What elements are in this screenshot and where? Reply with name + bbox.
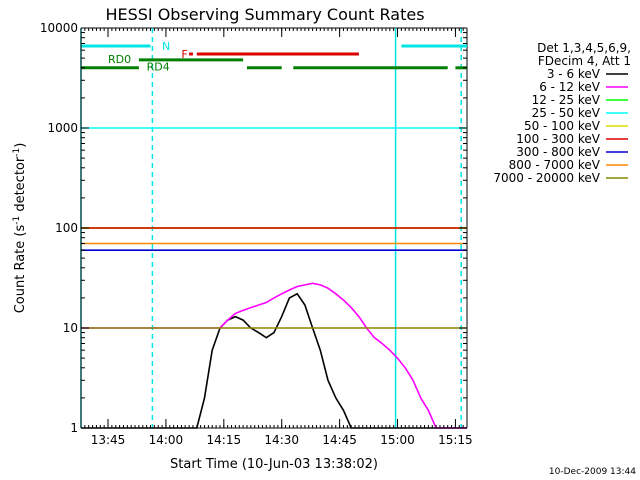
x-tick-label: 15:00 bbox=[380, 433, 415, 447]
flag-annotation-label: RD0 bbox=[108, 53, 131, 66]
series-line bbox=[81, 282, 467, 429]
x-axis: 13:45 14:00 14:15 14:30 14:45 15:00 15:15 bbox=[80, 28, 473, 447]
y-tick-label: 1000 bbox=[47, 121, 78, 135]
footer-date: 10-Dec-2009 13:44 bbox=[549, 467, 636, 477]
legend-label: 50 - 100 keV bbox=[524, 119, 601, 133]
chart-title: HESSI Observing Summary Count Rates bbox=[105, 5, 424, 24]
y-axis: 1 10 100 1000 10000 bbox=[40, 21, 467, 435]
legend-label: 100 - 300 keV bbox=[516, 132, 600, 146]
x-tick-label: 14:15 bbox=[207, 433, 242, 447]
legend-label: 25 - 50 keV bbox=[532, 106, 601, 120]
x-axis-title: Start Time (10-Jun-03 13:38:02) bbox=[170, 457, 378, 472]
y-tick-label: 10000 bbox=[40, 21, 78, 35]
flag-annotation-label: RD4 bbox=[147, 61, 170, 74]
legend-label: 12 - 25 keV bbox=[532, 93, 601, 107]
legend-label: 800 - 7000 keV bbox=[509, 158, 601, 172]
x-tick-label: 13:45 bbox=[91, 433, 126, 447]
x-tick-label: 14:00 bbox=[149, 433, 184, 447]
flag-annotation-label: N bbox=[162, 40, 170, 53]
legend-header-line-1: Det 1,3,4,5,6,9, bbox=[537, 41, 631, 55]
legend: Det 1,3,4,5,6,9, FDecim 4, Att 1 3 - 6 k… bbox=[493, 41, 631, 185]
plot-area: NF RD0 RD4 bbox=[80, 27, 468, 429]
y-tick-label: 100 bbox=[55, 221, 78, 235]
flag-annotation-label: F bbox=[181, 48, 187, 61]
series-line bbox=[81, 292, 467, 429]
legend-label: 6 - 12 keV bbox=[539, 80, 601, 94]
legend-label: 7000 - 20000 keV bbox=[493, 171, 600, 185]
x-tick-label: 15:15 bbox=[438, 433, 473, 447]
y-tick-label: 10 bbox=[63, 321, 78, 335]
legend-header-line-2: FDecim 4, Att 1 bbox=[538, 54, 631, 68]
legend-label: 3 - 6 keV bbox=[547, 67, 601, 81]
x-tick-label: 14:45 bbox=[322, 433, 357, 447]
legend-label: 300 - 800 keV bbox=[516, 145, 600, 159]
y-tick-label: 1 bbox=[70, 421, 78, 435]
y-axis-title: Count Rate (s-1 detector-1) bbox=[12, 143, 28, 314]
x-tick-label: 14:30 bbox=[264, 433, 299, 447]
